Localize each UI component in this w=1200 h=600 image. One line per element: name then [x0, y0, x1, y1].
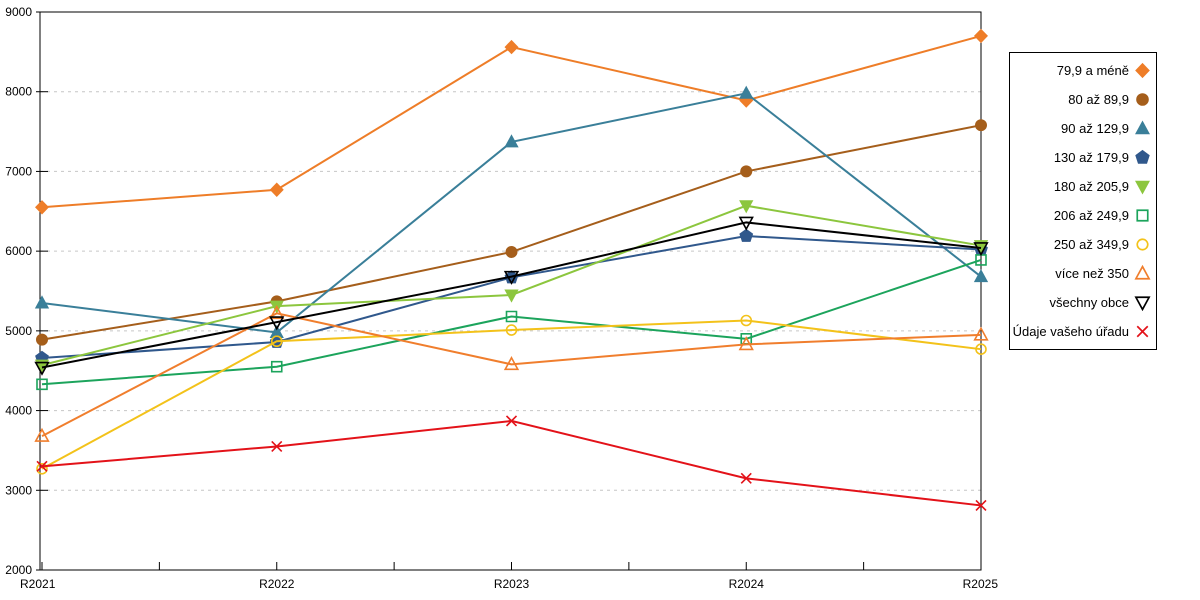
series-marker-triangle-up-icon — [973, 269, 989, 283]
series-marker-triangle-up-icon — [973, 326, 989, 341]
series-marker-x-icon — [505, 415, 518, 427]
legend-item: 90 až 129,9 — [1010, 114, 1156, 142]
series-marker-diamond-icon — [974, 28, 988, 44]
x-axis-tick-label: R2022 — [259, 577, 295, 591]
legend-item: více než 350 — [1010, 260, 1156, 288]
series-marker-triangle-down-icon — [504, 289, 519, 303]
series-line-5 — [41, 258, 982, 386]
legend-item: 130 až 179,9 — [1010, 143, 1156, 171]
legend: 79,9 a méně 80 až 89,9 90 až 129,9 130 až 1… — [1009, 52, 1157, 350]
series-line-0 — [41, 34, 982, 209]
y-axis-tick-label: 4000 — [5, 404, 32, 418]
series-marker-triangle-down-icon — [973, 242, 989, 257]
series-marker-square-icon — [270, 360, 283, 373]
y-axis-tick-label: 2000 — [5, 563, 32, 577]
series-marker-triangle-up-icon — [738, 336, 754, 351]
series-marker-triangle-down-icon — [269, 316, 285, 331]
x-axis-tick-label: R2024 — [729, 577, 765, 591]
series-marker-triangle-up-icon — [503, 356, 520, 371]
legend-marker-triangle-up-icon — [1134, 265, 1151, 280]
legend-marker-x-icon — [1136, 325, 1149, 338]
y-axis-tick-label: 9000 — [5, 5, 32, 19]
legend-item: 250 až 349,9 — [1010, 231, 1156, 259]
series-marker-triangle-down-icon — [739, 200, 754, 214]
series-marker-circle-icon — [505, 324, 518, 336]
legend-item-label: 206 až 249,9 — [1053, 207, 1129, 223]
legend-item: 80 až 89,9 — [1010, 85, 1156, 113]
series-marker-diamond-icon — [35, 200, 49, 215]
series-marker-triangle-up-icon — [34, 427, 50, 442]
legend-item-label: všechny obce — [1049, 295, 1130, 311]
legend-marker-circle-icon — [1136, 238, 1149, 251]
legend-item-label: 79,9 a méně — [1056, 62, 1129, 78]
series-marker-circle-icon — [36, 333, 48, 346]
series-marker-square-icon — [36, 378, 48, 391]
series-marker-x-icon — [36, 460, 48, 472]
legend-item-label: Údaje vašeho úřadu — [1012, 324, 1129, 340]
legend-item: všechny obce — [1010, 289, 1156, 317]
legend-item: 206 až 249,9 — [1010, 201, 1156, 229]
series-marker-x-icon — [975, 499, 987, 511]
series-marker-triangle-down-icon — [503, 270, 520, 285]
legend-marker-diamond-icon — [1135, 62, 1150, 78]
series-marker-triangle-down-icon — [34, 361, 50, 376]
legend-item-label: 130 až 179,9 — [1053, 149, 1129, 165]
x-axis-tick-label: R2021 — [20, 577, 56, 591]
series-marker-x-icon — [740, 472, 752, 484]
series-line-6 — [41, 319, 982, 470]
series-marker-diamond-icon — [269, 182, 284, 197]
series-line-9 — [41, 419, 982, 507]
legend-marker-triangle-up-icon — [1135, 120, 1150, 135]
legend-item-label: 180 až 205,9 — [1053, 178, 1129, 194]
series-marker-diamond-icon — [504, 39, 519, 55]
legend-item-label: 80 až 89,9 — [1068, 91, 1129, 107]
series-marker-triangle-up-icon — [269, 305, 285, 320]
series-marker-circle-icon — [505, 245, 518, 258]
series-marker-circle-icon — [740, 314, 753, 327]
legend-item-label: více než 350 — [1055, 266, 1129, 282]
y-axis-tick-label: 5000 — [5, 324, 32, 338]
legend-marker-circle-icon — [1136, 92, 1149, 106]
legend-marker-triangle-down-icon — [1135, 180, 1150, 195]
legend-item: Údaje vašeho úřadu — [1010, 318, 1156, 346]
series-marker-triangle-up-icon — [504, 134, 519, 148]
series-marker-triangle-up-icon — [34, 295, 50, 309]
legend-marker-triangle-down-icon — [1134, 296, 1151, 312]
y-axis-tick-label: 6000 — [5, 244, 32, 258]
series-marker-triangle-down-icon — [738, 216, 754, 231]
series-marker-triangle-up-icon — [739, 85, 754, 99]
series-marker-square-icon — [505, 310, 518, 323]
x-axis-tick-label: R2025 — [963, 577, 999, 591]
series-marker-circle-icon — [270, 335, 283, 348]
plot-border — [39, 11, 982, 571]
series-line-8 — [41, 221, 982, 369]
series-marker-square-icon — [975, 254, 987, 266]
series-marker-x-icon — [271, 440, 283, 453]
y-axis-tick-label: 7000 — [5, 164, 32, 178]
legend-item-label: 90 až 129,9 — [1061, 120, 1129, 136]
series-marker-circle-icon — [975, 119, 987, 132]
legend-marker-pentagon-icon — [1135, 149, 1150, 164]
x-axis-tick-label: R2023 — [494, 577, 530, 591]
legend-item-label: 250 až 349,9 — [1053, 237, 1129, 253]
series-line-7 — [41, 312, 982, 437]
series-marker-circle-icon — [740, 165, 753, 178]
y-axis-tick-label: 3000 — [5, 483, 32, 497]
y-axis-tick-label: 8000 — [5, 85, 32, 99]
series-marker-pentagon-icon — [739, 228, 754, 242]
series-marker-circle-icon — [975, 343, 987, 355]
legend-item: 180 až 205,9 — [1010, 172, 1156, 200]
series-marker-circle-icon — [36, 462, 48, 475]
legend-item: 79,9 a méně — [1010, 56, 1156, 84]
legend-marker-square-icon — [1136, 209, 1149, 222]
